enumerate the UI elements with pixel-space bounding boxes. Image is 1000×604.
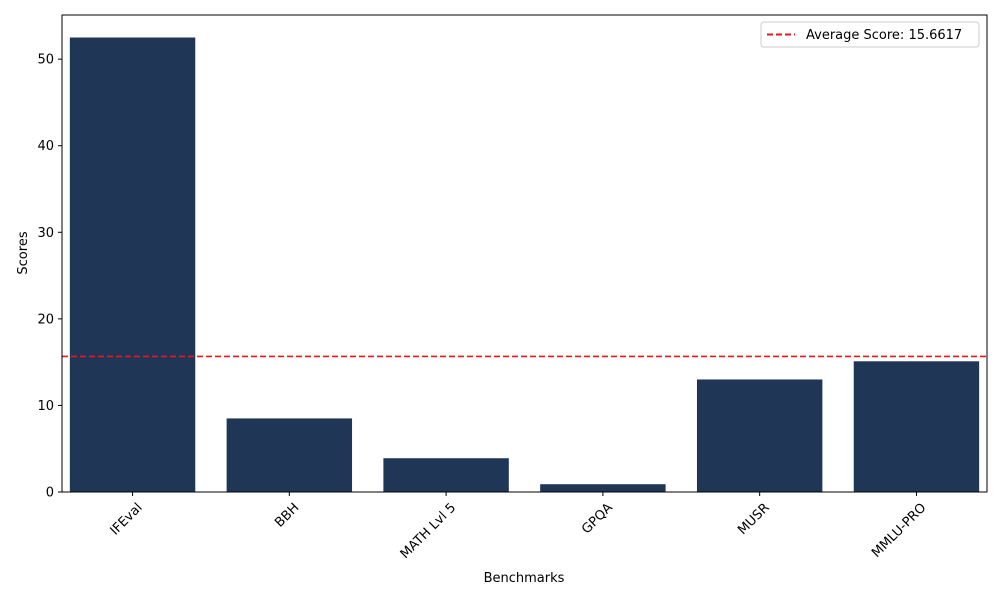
bar-gpqa (540, 484, 666, 492)
x-axis: IFEval BBH MATH Lvl 5 GPQA MUSR MMLU-PRO (108, 492, 929, 562)
legend-entry-average-score: Average Score: 15.6617 (806, 28, 962, 43)
plot-area-frame (61, 14, 988, 493)
bar-musr (696, 379, 823, 492)
legend: Average Score: 15.6617 (760, 21, 980, 48)
legend-frame (760, 21, 980, 48)
y-tick-label: 0 (46, 486, 54, 501)
bar-math-lvl-5 (383, 458, 509, 492)
bar-bbh (226, 418, 353, 492)
bar-mmlu-pro (853, 361, 980, 492)
y-tick-label: 20 (37, 312, 54, 327)
x-tick-label: MUSR (735, 500, 772, 537)
x-tick-label: IFEval (108, 500, 146, 538)
x-tick-label: MMLU-PRO (869, 500, 929, 560)
bars-layer (69, 37, 980, 492)
y-tick-label: 40 (37, 139, 54, 154)
x-tick-label: MATH Lvl 5 (398, 500, 459, 561)
x-tick-label: BBH (272, 500, 302, 530)
bar-ifeval (69, 37, 196, 492)
x-tick-label: GPQA (579, 500, 616, 537)
y-tick-label: 50 (37, 53, 54, 68)
y-axis-label: Scores (16, 231, 31, 274)
y-tick-label: 30 (37, 226, 54, 241)
x-axis-label: Benchmarks (484, 571, 565, 586)
y-axis: 0 10 20 30 40 50 (37, 53, 62, 501)
y-tick-label: 10 (37, 399, 54, 414)
